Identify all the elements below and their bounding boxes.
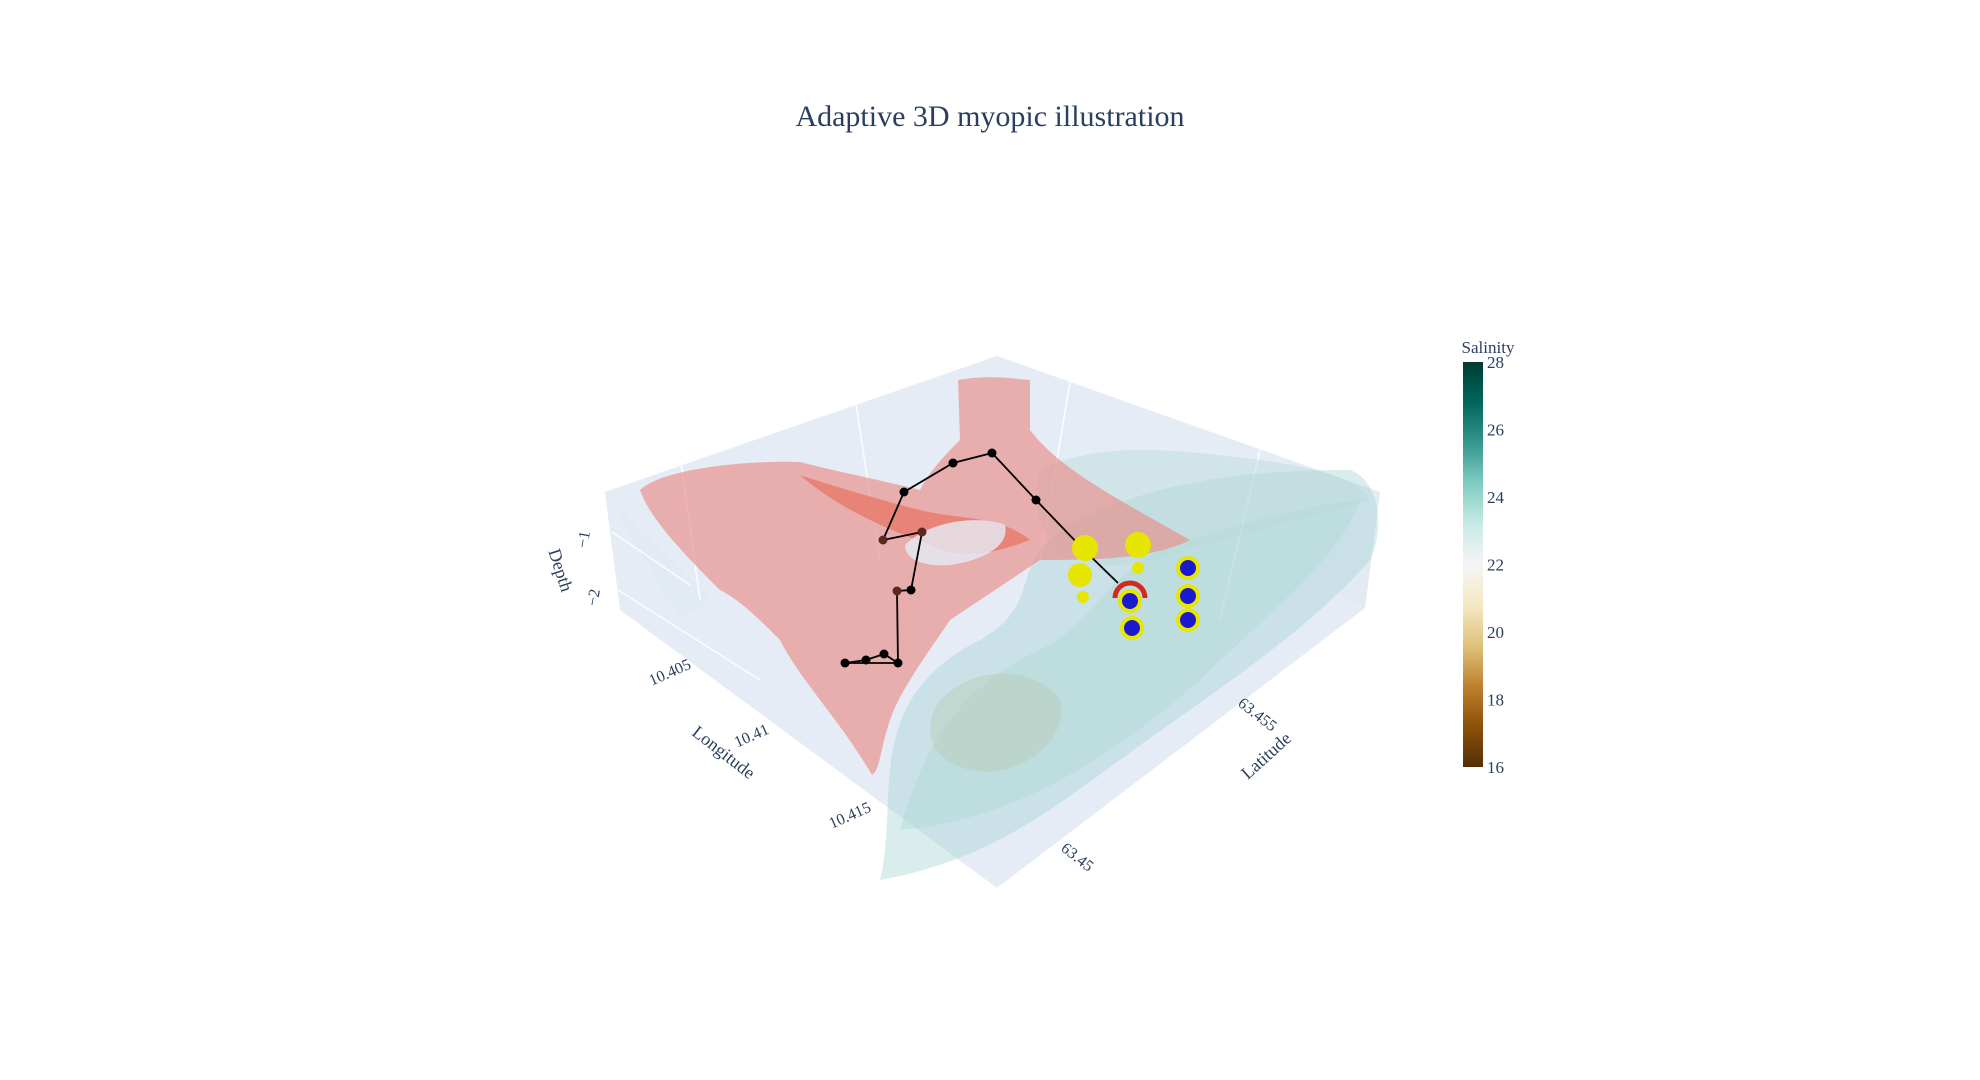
trajectory-point[interactable]	[1031, 495, 1041, 505]
colorbar-tick-label: 20	[1487, 623, 1504, 642]
colorbar-tick-label: 28	[1487, 353, 1504, 372]
colorbar: Salinity 28 26 24 22 20 18 16	[1462, 338, 1515, 777]
colorbar-title: Salinity	[1462, 338, 1515, 357]
trajectory-point[interactable]	[878, 535, 888, 545]
trajectory-point[interactable]	[879, 649, 889, 659]
teal-surface-pool	[930, 673, 1062, 772]
x-tick-label: 10.415	[827, 799, 874, 832]
trajectory-point[interactable]	[899, 487, 909, 497]
yellow-marker[interactable]	[1077, 591, 1089, 603]
z-tick-label: −1	[574, 530, 594, 550]
teal-surface-layer-1	[880, 470, 1379, 880]
z-tick-label: −2	[584, 588, 604, 608]
colorbar-gradient	[1463, 362, 1483, 767]
y-axis-label: Latitude	[1237, 728, 1295, 783]
scene-front-left-face	[605, 492, 997, 888]
colorbar-tick-label: 26	[1487, 421, 1504, 440]
trajectory-point[interactable]	[906, 585, 916, 595]
trajectory-point[interactable]	[948, 458, 958, 468]
selected-marker-arc	[1112, 580, 1148, 599]
trajectory-point[interactable]	[861, 655, 871, 665]
teal-surface-layer-2	[900, 500, 1360, 830]
y-tick-label: 63.455	[1235, 695, 1280, 735]
colorbar-tick-label: 18	[1487, 691, 1504, 710]
blue-marker[interactable]	[1124, 620, 1140, 636]
trajectory-point[interactable]	[840, 658, 850, 668]
trajectory-point[interactable]	[987, 448, 997, 458]
z-axis-label: Depth	[544, 546, 577, 594]
candidate-markers	[1068, 532, 1200, 640]
blue-marker[interactable]	[1180, 560, 1196, 576]
trajectory-point[interactable]	[917, 527, 927, 537]
x-tick-label: 10.405	[647, 656, 694, 689]
scene-front-right-face	[997, 492, 1380, 888]
trajectory-point[interactable]	[892, 586, 902, 596]
colorbar-tick-label: 16	[1487, 758, 1504, 777]
high-salinity-surface	[880, 450, 1379, 880]
trajectory-point[interactable]	[893, 658, 903, 668]
scene-back-wall-right	[997, 356, 1380, 608]
yellow-marker[interactable]	[1072, 535, 1098, 561]
y-tick-label: 63.45	[1058, 840, 1097, 876]
colorbar-tick-label: 24	[1487, 488, 1505, 507]
x-tick-label: 10.41	[732, 721, 772, 751]
blue-marker[interactable]	[1180, 588, 1196, 604]
selected-marker[interactable]	[1122, 593, 1138, 609]
yellow-marker[interactable]	[1125, 532, 1151, 558]
salmon-surface-main	[640, 377, 1190, 775]
colorbar-tick-label: 22	[1487, 556, 1504, 575]
chart-title: Adaptive 3D myopic illustration	[795, 100, 1185, 133]
salmon-surface-hole	[905, 520, 1006, 566]
yellow-marker[interactable]	[1132, 562, 1144, 574]
yellow-marker[interactable]	[1068, 563, 1092, 587]
low-salinity-surface	[640, 377, 1190, 775]
blue-marker[interactable]	[1180, 612, 1196, 628]
